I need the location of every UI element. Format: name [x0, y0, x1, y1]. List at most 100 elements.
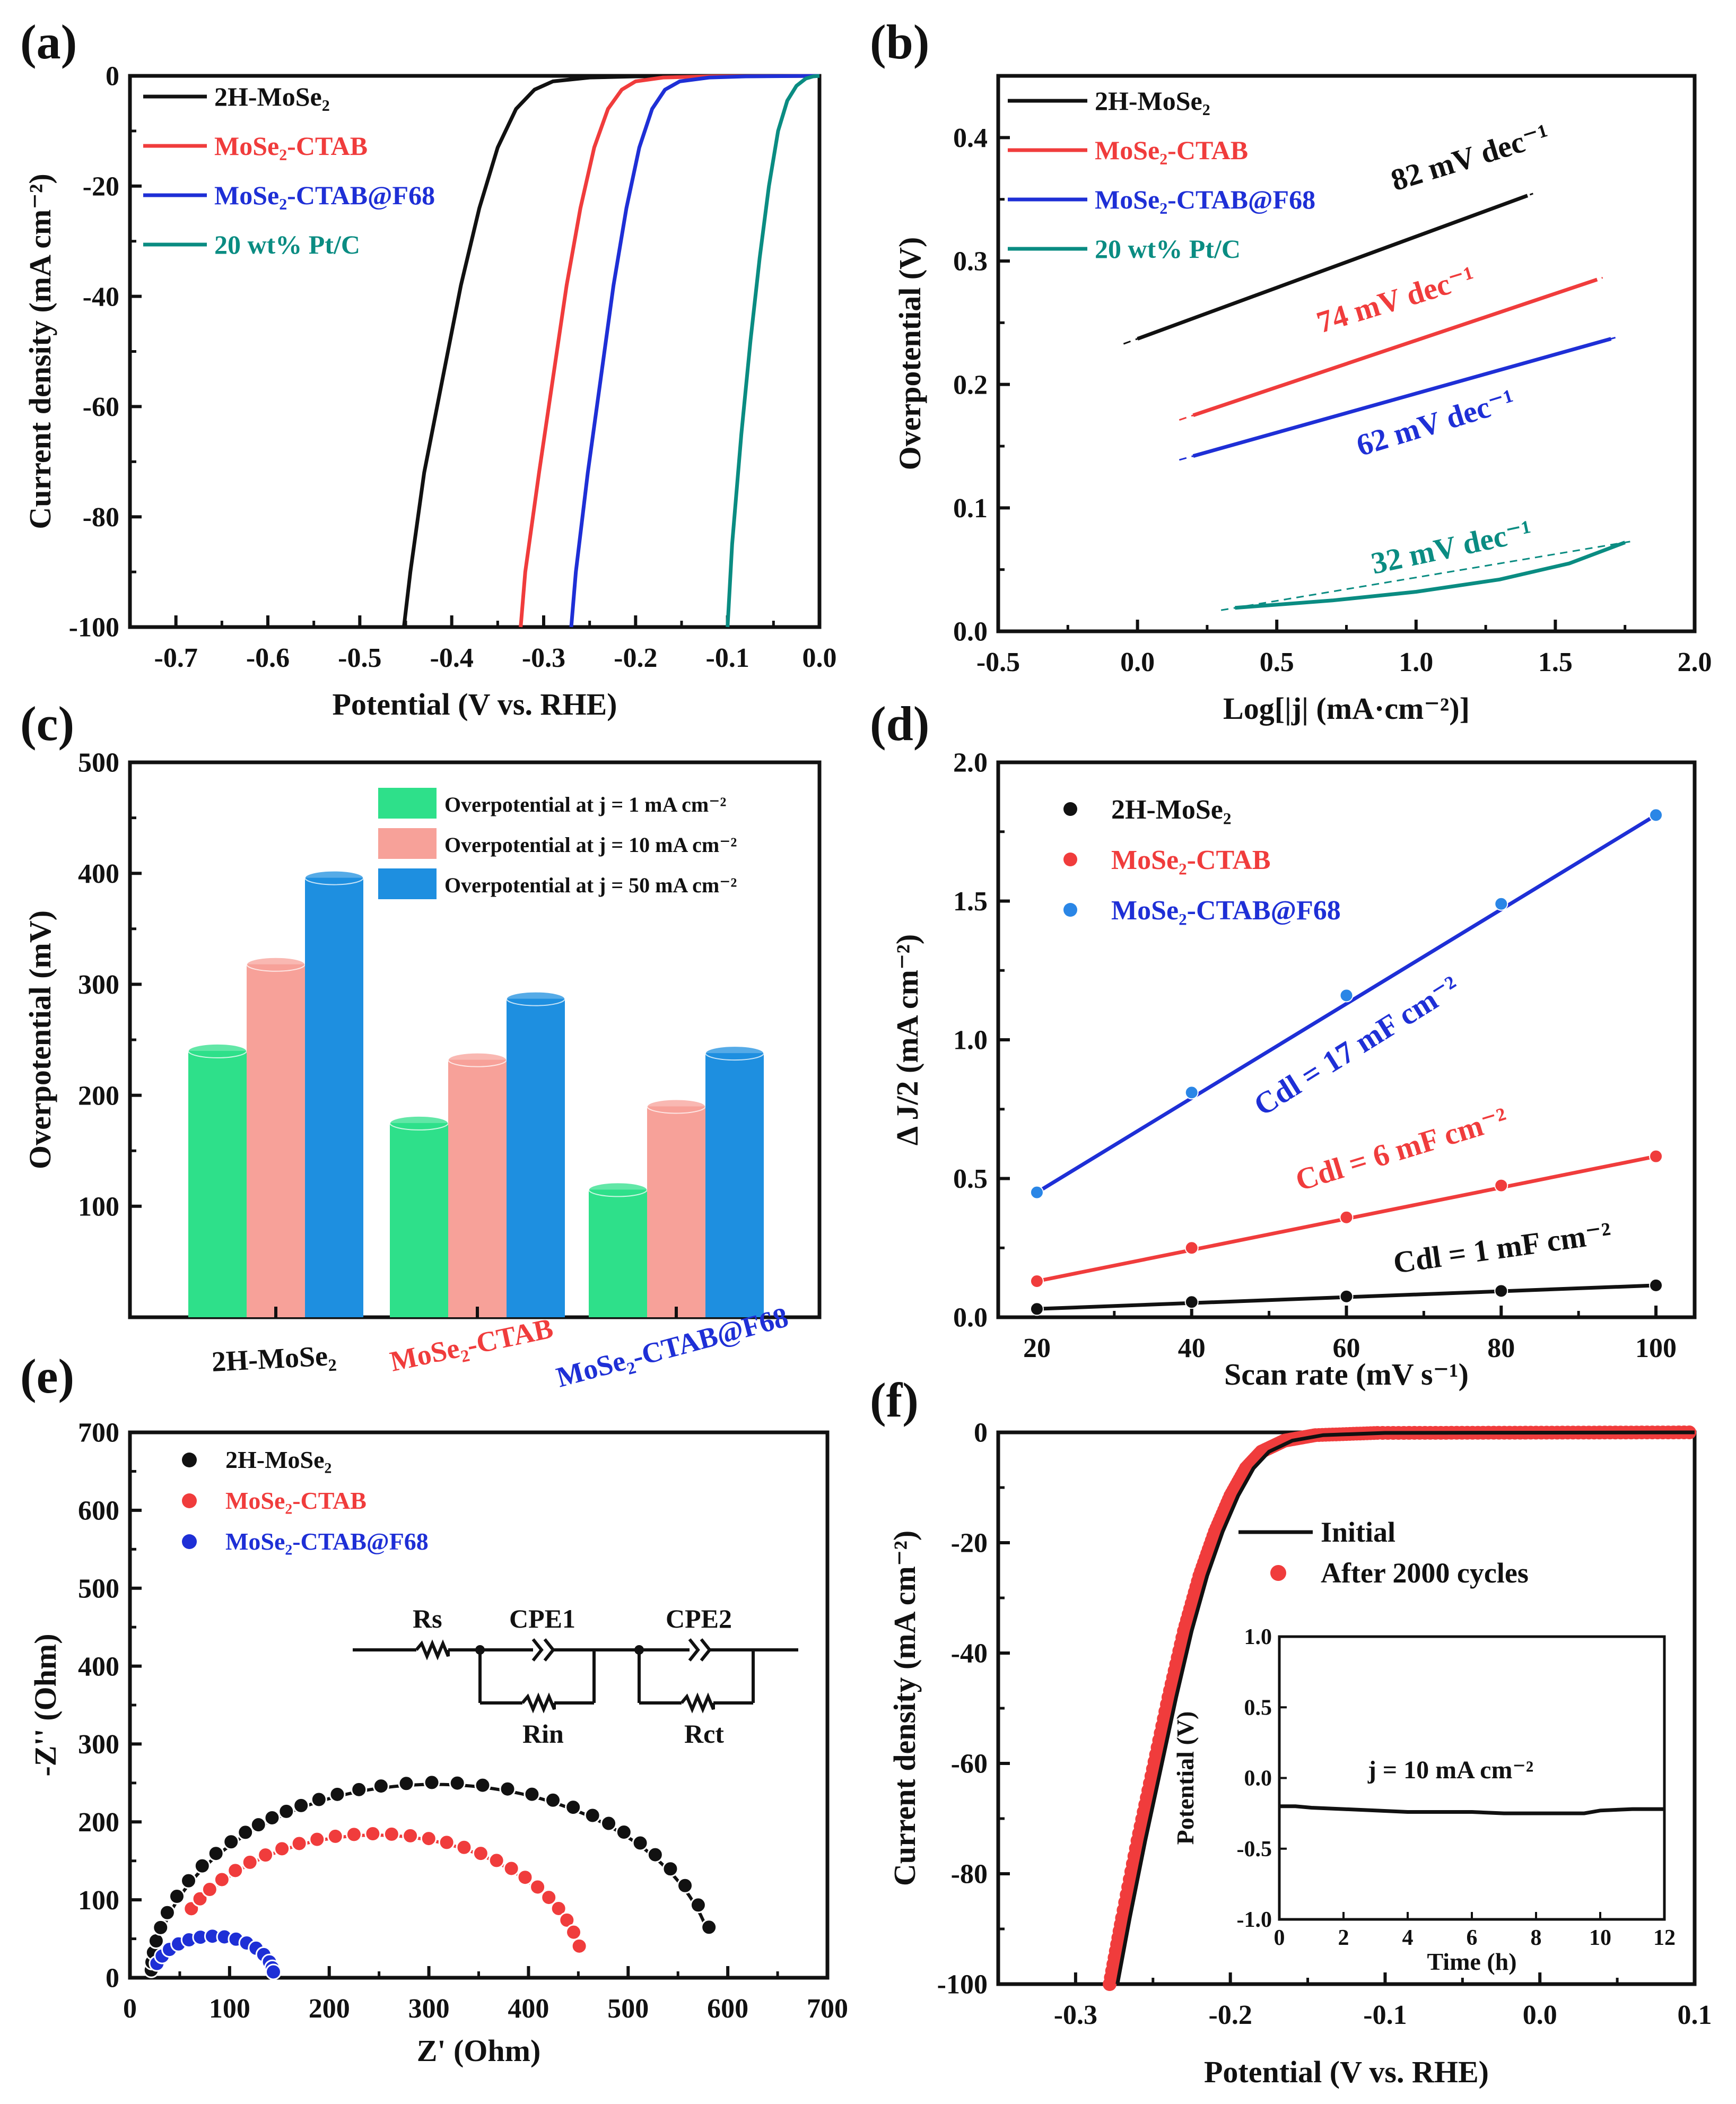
- y-tick-label: 100: [78, 1192, 119, 1222]
- y-tick-label: 500: [78, 1573, 119, 1604]
- panel-label: (c): [20, 697, 74, 751]
- data-point-1-5: [241, 1854, 258, 1871]
- resistor-symbol: [415, 1639, 450, 1660]
- legend-swatch: [378, 788, 437, 819]
- data-point-0-21: [423, 1774, 440, 1791]
- data-point-2-3: [1494, 897, 1508, 911]
- data-point-0-20: [398, 1775, 415, 1792]
- data-point-0-34: [677, 1877, 694, 1894]
- x-tick-label: 1.0: [1399, 647, 1433, 677]
- y-tick-label: 400: [78, 1651, 119, 1682]
- data-point-0-15: [293, 1797, 310, 1814]
- data-point-2-4: [1649, 808, 1663, 822]
- data-point-1-8: [291, 1835, 308, 1852]
- data-point-0-19: [372, 1778, 389, 1795]
- y-tick-label: 0.0: [953, 1303, 988, 1333]
- bar-2-0: [305, 877, 363, 1317]
- legend-label: 2H-MoSe₂: [214, 82, 330, 111]
- legend-label: After 2000 cycles: [1321, 1557, 1529, 1589]
- data-point-1-4: [1649, 1149, 1663, 1163]
- panel-label: (d): [870, 697, 929, 751]
- cpe-symbol: [531, 1638, 555, 1662]
- data-point-0-0: [1030, 1302, 1044, 1316]
- bar-cap: [304, 870, 364, 885]
- data-point-1-3: [213, 1871, 230, 1888]
- data-point-2-0: [1030, 1185, 1044, 1199]
- data-point-1-19: [488, 1852, 505, 1869]
- data-point-0-32: [647, 1846, 664, 1863]
- data-point-0-8: [194, 1857, 211, 1874]
- bar-cap: [188, 1043, 247, 1058]
- inset-x-tick-label: 6: [1467, 1926, 1478, 1950]
- x-tick-label: 80: [1487, 1333, 1515, 1363]
- y-axis-label: Overpotential (mV): [23, 910, 57, 1169]
- legend-label: MoSe₂-CTAB: [225, 1487, 367, 1514]
- y-axis-label: Overpotential (V): [893, 237, 927, 471]
- cdl-annotation: Cdl = 6 mF cm⁻²: [1292, 1100, 1512, 1197]
- y-tick-label: 1.5: [953, 886, 988, 917]
- inset-line: [1279, 1804, 1664, 1815]
- data-point-1-0: [1030, 1274, 1044, 1289]
- x-axis-label: Potential (V vs. RHE): [332, 687, 617, 721]
- x-tick-label: 0.0: [1120, 647, 1155, 677]
- inset-y-tick-label: -1.0: [1237, 1908, 1272, 1932]
- data-point-1-26: [565, 1924, 582, 1941]
- data-point-0-6: [168, 1888, 185, 1905]
- inset-x-tick-label: 2: [1338, 1926, 1349, 1950]
- data-point-1-6: [257, 1847, 274, 1864]
- legend-marker: [1063, 853, 1077, 866]
- y-axis-label: Δ J/2 (mA cm⁻²): [890, 934, 924, 1145]
- panel-label: (e): [20, 1349, 74, 1403]
- x-tick-label: 60: [1333, 1333, 1360, 1363]
- y-tick-label: 0: [106, 62, 119, 92]
- y-axis-label: Current density (mA cm⁻²): [23, 173, 57, 529]
- legend-label: MoSe₂-CTAB: [1111, 845, 1271, 875]
- legend-label: Overpotential at j = 1 mA cm⁻²: [444, 793, 726, 816]
- data-point-1-14: [402, 1827, 419, 1844]
- x-tick-label: -0.2: [614, 643, 657, 673]
- circuit-label: CPE2: [666, 1604, 732, 1633]
- x-tick-label: -0.1: [706, 643, 749, 673]
- data-point-0-36: [701, 1919, 718, 1936]
- x-tick-label: 20: [1023, 1333, 1051, 1363]
- slope-annotation: 32 mV dec⁻¹: [1368, 513, 1535, 581]
- x-axis-label: Scan rate (mV s⁻¹): [1224, 1357, 1469, 1392]
- y-tick-label: 600: [78, 1496, 119, 1526]
- series-line-3: [726, 74, 820, 628]
- x-tick-label: 100: [209, 1994, 250, 2024]
- y-tick-label: -100: [937, 1970, 988, 2000]
- y-tick-label: 700: [78, 1418, 119, 1448]
- data-point-1-13: [383, 1825, 400, 1842]
- data-point-0-3: [1494, 1284, 1508, 1298]
- y-tick-label: 200: [78, 1807, 119, 1838]
- data-point-0-9: [207, 1845, 224, 1862]
- x-tick-label: -0.3: [1054, 2000, 1097, 2030]
- resistor-symbol: [680, 1692, 715, 1714]
- data-point-1-11: [345, 1826, 362, 1843]
- y-tick-label: -100: [69, 613, 119, 643]
- bar-2-1: [507, 998, 565, 1317]
- bar-0-1: [390, 1123, 448, 1317]
- data-point-1-17: [456, 1839, 473, 1856]
- slope-annotation: 62 mV dec⁻¹: [1353, 382, 1519, 463]
- y-tick-label: -40: [951, 1639, 988, 1669]
- data-point-1-15: [420, 1830, 437, 1847]
- bar-cap: [389, 1115, 449, 1131]
- x-axis-label: Z' (Ohm): [417, 2033, 541, 2068]
- data-point-0-29: [600, 1815, 617, 1832]
- data-point-0-33: [662, 1860, 679, 1877]
- data-point-0-24: [499, 1780, 516, 1797]
- data-point-0-4: [152, 1919, 169, 1936]
- data-point-0-2: [1339, 1289, 1354, 1303]
- legend-label: 20 wt% Pt/C: [1095, 234, 1241, 264]
- legend-label: Initial: [1321, 1516, 1395, 1548]
- panel-a: -0.7 -0.6 -0.5 -0.4 -0.3 -0.2 -0.1 0.0 0 -20 -40 -6…: [20, 15, 837, 721]
- bar-cap: [705, 1046, 764, 1061]
- x-tick-label: -0.1: [1363, 2000, 1407, 2030]
- data-point-2-2: [1339, 988, 1354, 1003]
- legend-label: Overpotential at j = 10 mA cm⁻²: [444, 833, 737, 857]
- data-point-1-18: [472, 1845, 489, 1862]
- data-point-0-14: [278, 1803, 295, 1820]
- y-tick-label: 400: [78, 859, 119, 889]
